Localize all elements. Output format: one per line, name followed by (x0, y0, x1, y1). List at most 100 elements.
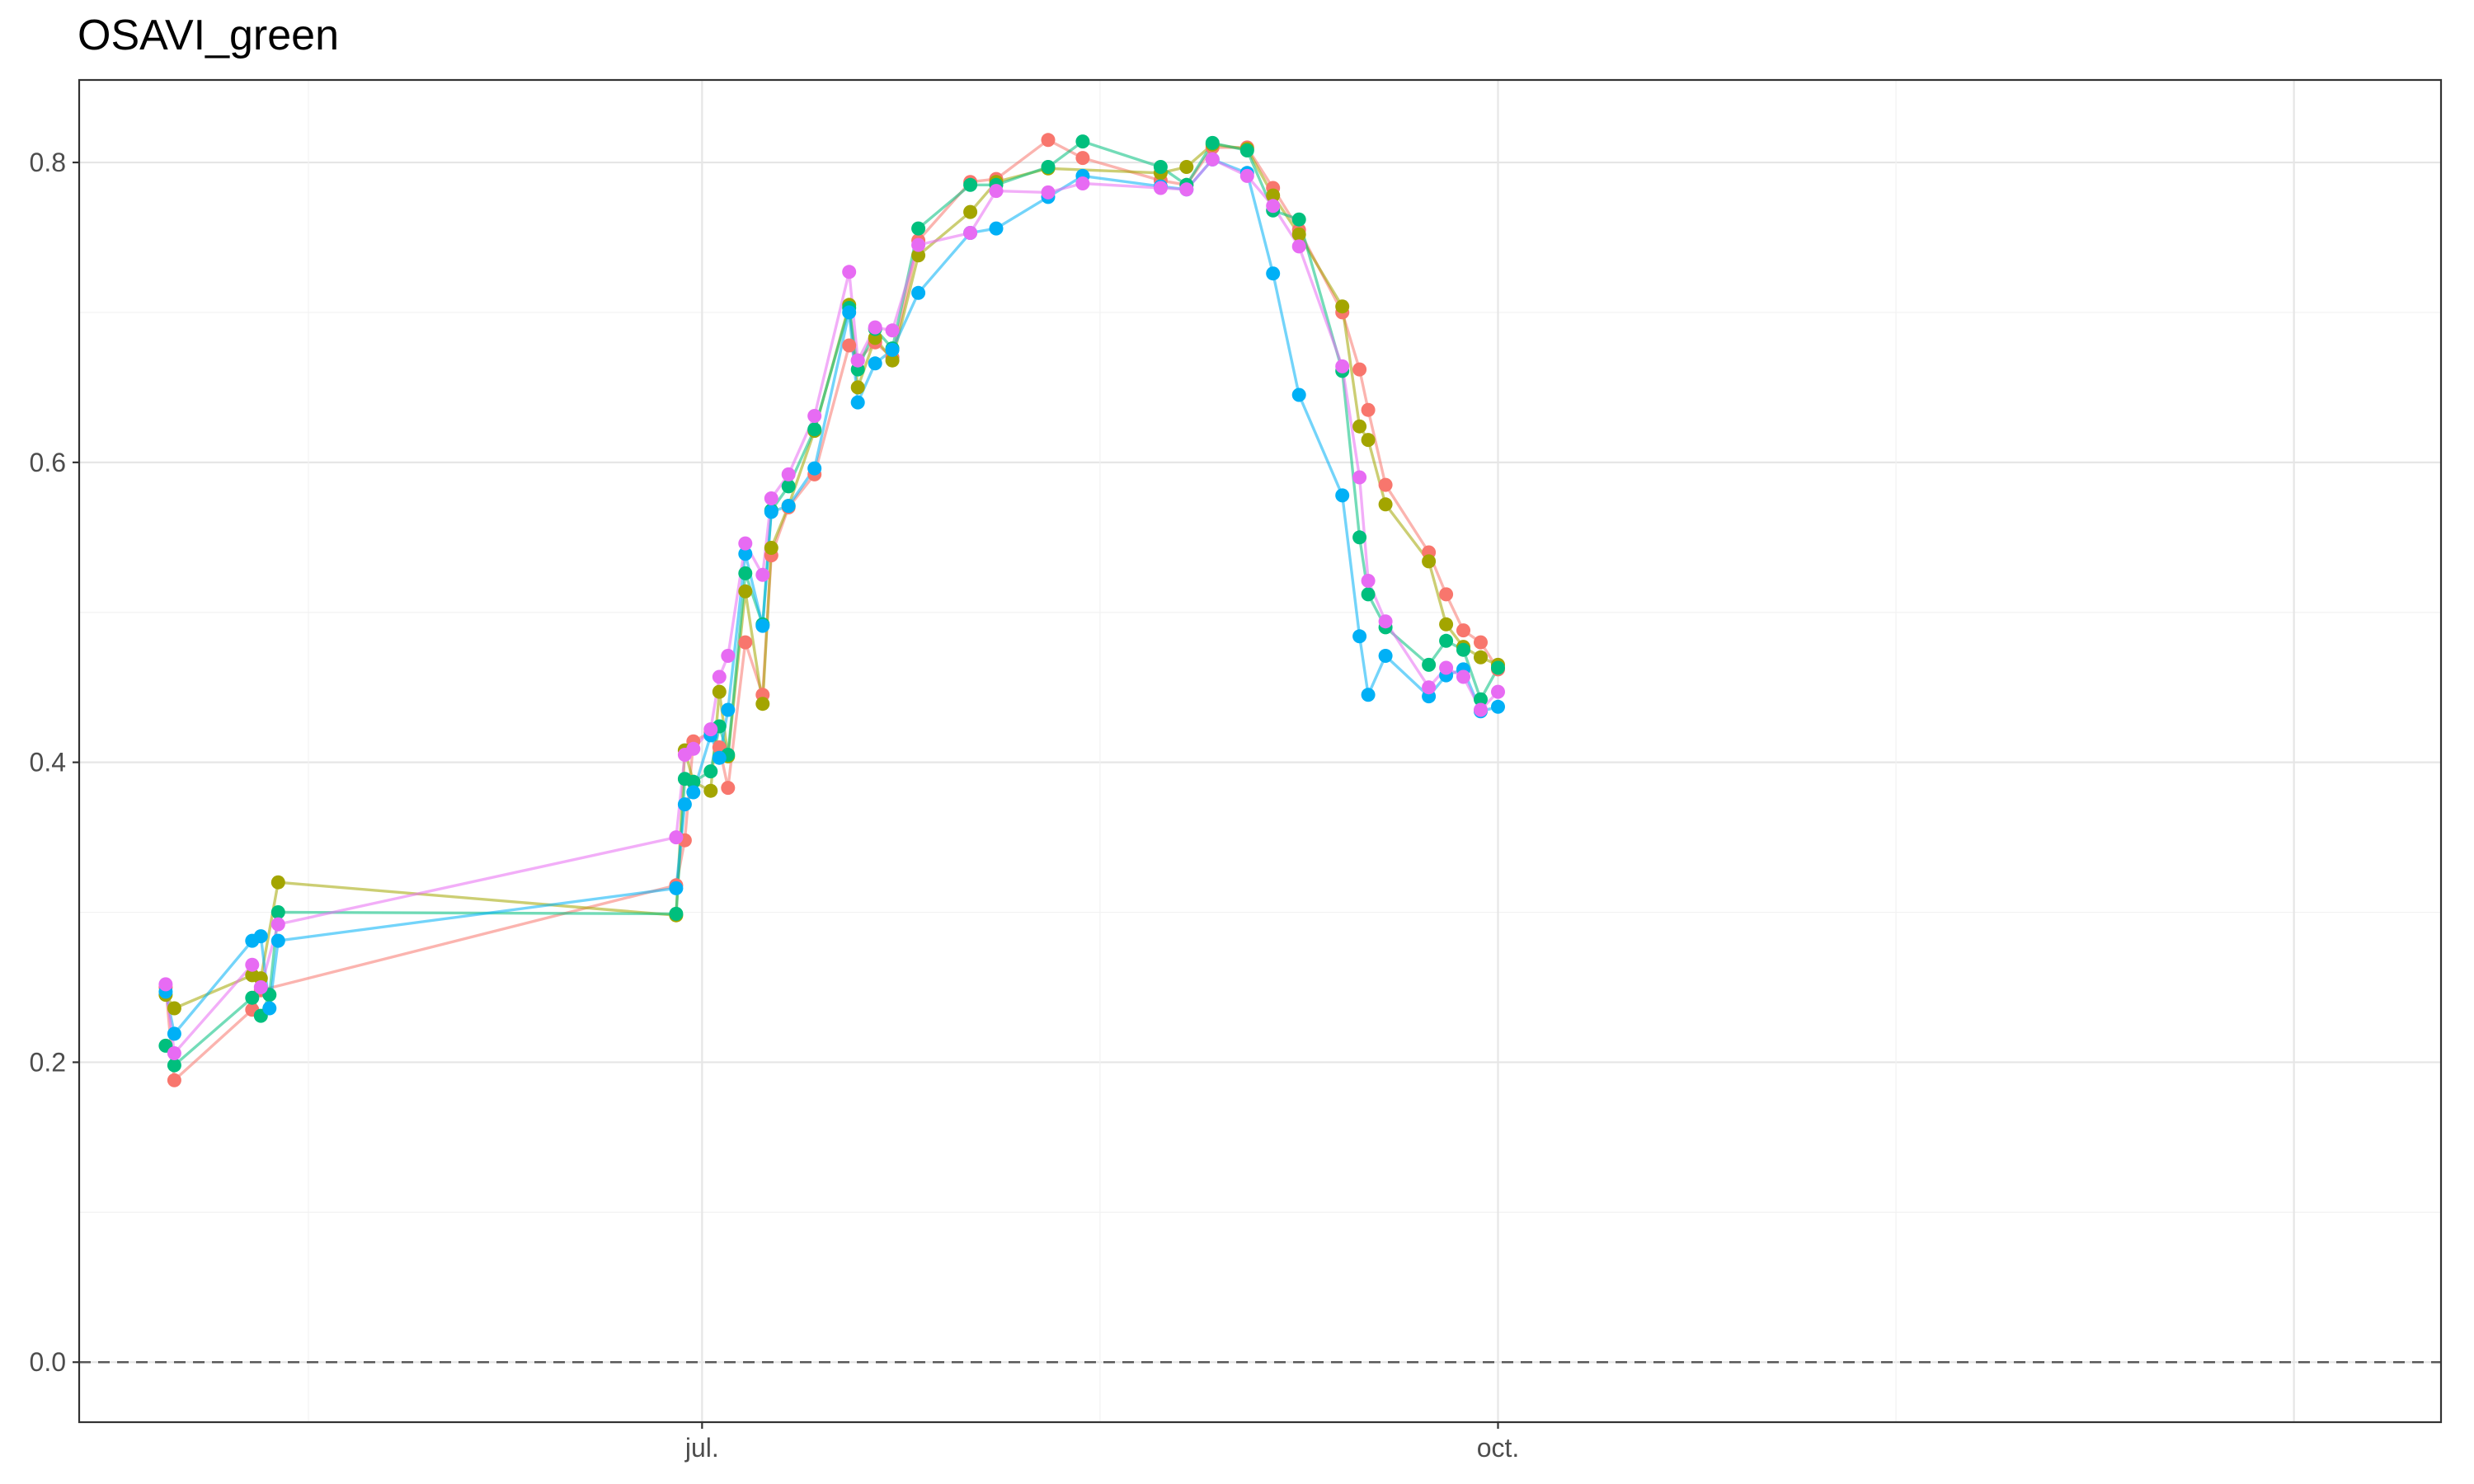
y-tick-label: 0.0 (30, 1347, 66, 1377)
data-point (1352, 419, 1367, 434)
data-point (1422, 554, 1437, 569)
x-tick-label: jul. (684, 1433, 719, 1463)
data-point (1291, 227, 1306, 242)
data-point (842, 265, 857, 279)
data-point (1439, 633, 1454, 648)
y-tick-label: 0.6 (30, 448, 66, 477)
data-point (1491, 684, 1505, 699)
data-point (721, 649, 736, 663)
data-point (842, 338, 857, 353)
data-point (1422, 680, 1437, 695)
data-point (1378, 497, 1393, 512)
data-point (1335, 359, 1350, 373)
data-point (686, 785, 701, 800)
data-point (1075, 151, 1090, 166)
data-point (1456, 669, 1470, 684)
data-point (253, 980, 268, 994)
data-point (781, 479, 796, 494)
data-point (989, 221, 1004, 236)
data-point (738, 547, 753, 561)
data-point (1205, 152, 1220, 167)
data-point (686, 741, 701, 756)
data-point (1352, 362, 1367, 377)
data-point (1439, 587, 1454, 602)
data-point (850, 353, 865, 368)
data-point (1352, 530, 1367, 545)
data-point (755, 618, 770, 633)
y-axis: 0.0 0.2 0.4 0.6 0.8 (30, 148, 79, 1377)
data-point (885, 323, 900, 338)
data-point (755, 697, 770, 711)
data-point (764, 491, 778, 505)
data-point (868, 320, 882, 335)
grid (79, 80, 2441, 1422)
y-tick-label: 0.8 (30, 148, 66, 177)
data-point (1352, 470, 1367, 485)
x-axis: jul. oct. (684, 1422, 1519, 1463)
data-point (167, 1026, 181, 1041)
data-point (1291, 387, 1306, 402)
data-point (712, 669, 727, 684)
data-point (807, 461, 822, 476)
data-point (963, 177, 978, 192)
data-point (167, 1058, 181, 1073)
data-point (1456, 642, 1470, 657)
data-point (270, 933, 285, 948)
data-point (167, 1073, 181, 1087)
data-point (167, 1001, 181, 1016)
data-point (738, 536, 753, 551)
data-point (1361, 433, 1376, 448)
data-point (1041, 185, 1056, 200)
data-point (1439, 660, 1454, 675)
data-point (1491, 660, 1505, 675)
data-point (850, 380, 865, 395)
data-point (712, 684, 727, 699)
data-point (245, 990, 260, 1005)
data-point (669, 906, 684, 921)
y-tick-label: 0.2 (30, 1047, 66, 1077)
data-point (1361, 574, 1376, 588)
data-point (885, 353, 900, 368)
data-point (1041, 160, 1056, 174)
data-point (1361, 688, 1376, 702)
data-point (1474, 702, 1488, 717)
data-point (911, 248, 926, 263)
data-point (911, 237, 926, 252)
data-point (1352, 629, 1367, 644)
data-point (1179, 160, 1194, 174)
data-point (1266, 199, 1281, 214)
data-point (721, 702, 736, 717)
data-point (963, 226, 978, 240)
data-point (703, 764, 718, 779)
chart-title: OSAVI_green (78, 12, 339, 59)
data-point (885, 342, 900, 357)
data-point (1378, 614, 1393, 629)
y-tick-label: 0.4 (30, 748, 66, 777)
data-point (712, 750, 727, 765)
data-point (1491, 699, 1505, 714)
data-point (764, 505, 778, 519)
data-point (1378, 477, 1393, 492)
data-point (1474, 692, 1488, 707)
data-point (1456, 623, 1470, 638)
data-point (989, 184, 1004, 199)
data-point (850, 395, 865, 410)
data-point (1474, 650, 1488, 665)
panel-border (78, 78, 2443, 1424)
data-point (868, 356, 882, 371)
data-point (1291, 212, 1306, 227)
data-point (1291, 239, 1306, 254)
data-point (703, 783, 718, 798)
data-point (270, 917, 285, 932)
data-point (1474, 635, 1488, 650)
data-point (669, 881, 684, 895)
data-point (703, 722, 718, 737)
data-point (738, 584, 753, 599)
series-layer (158, 133, 1505, 1087)
data-point (1422, 657, 1437, 672)
data-point (1041, 133, 1056, 148)
data-point (270, 875, 285, 890)
series-5-points (158, 152, 1505, 1060)
data-point (738, 635, 753, 650)
